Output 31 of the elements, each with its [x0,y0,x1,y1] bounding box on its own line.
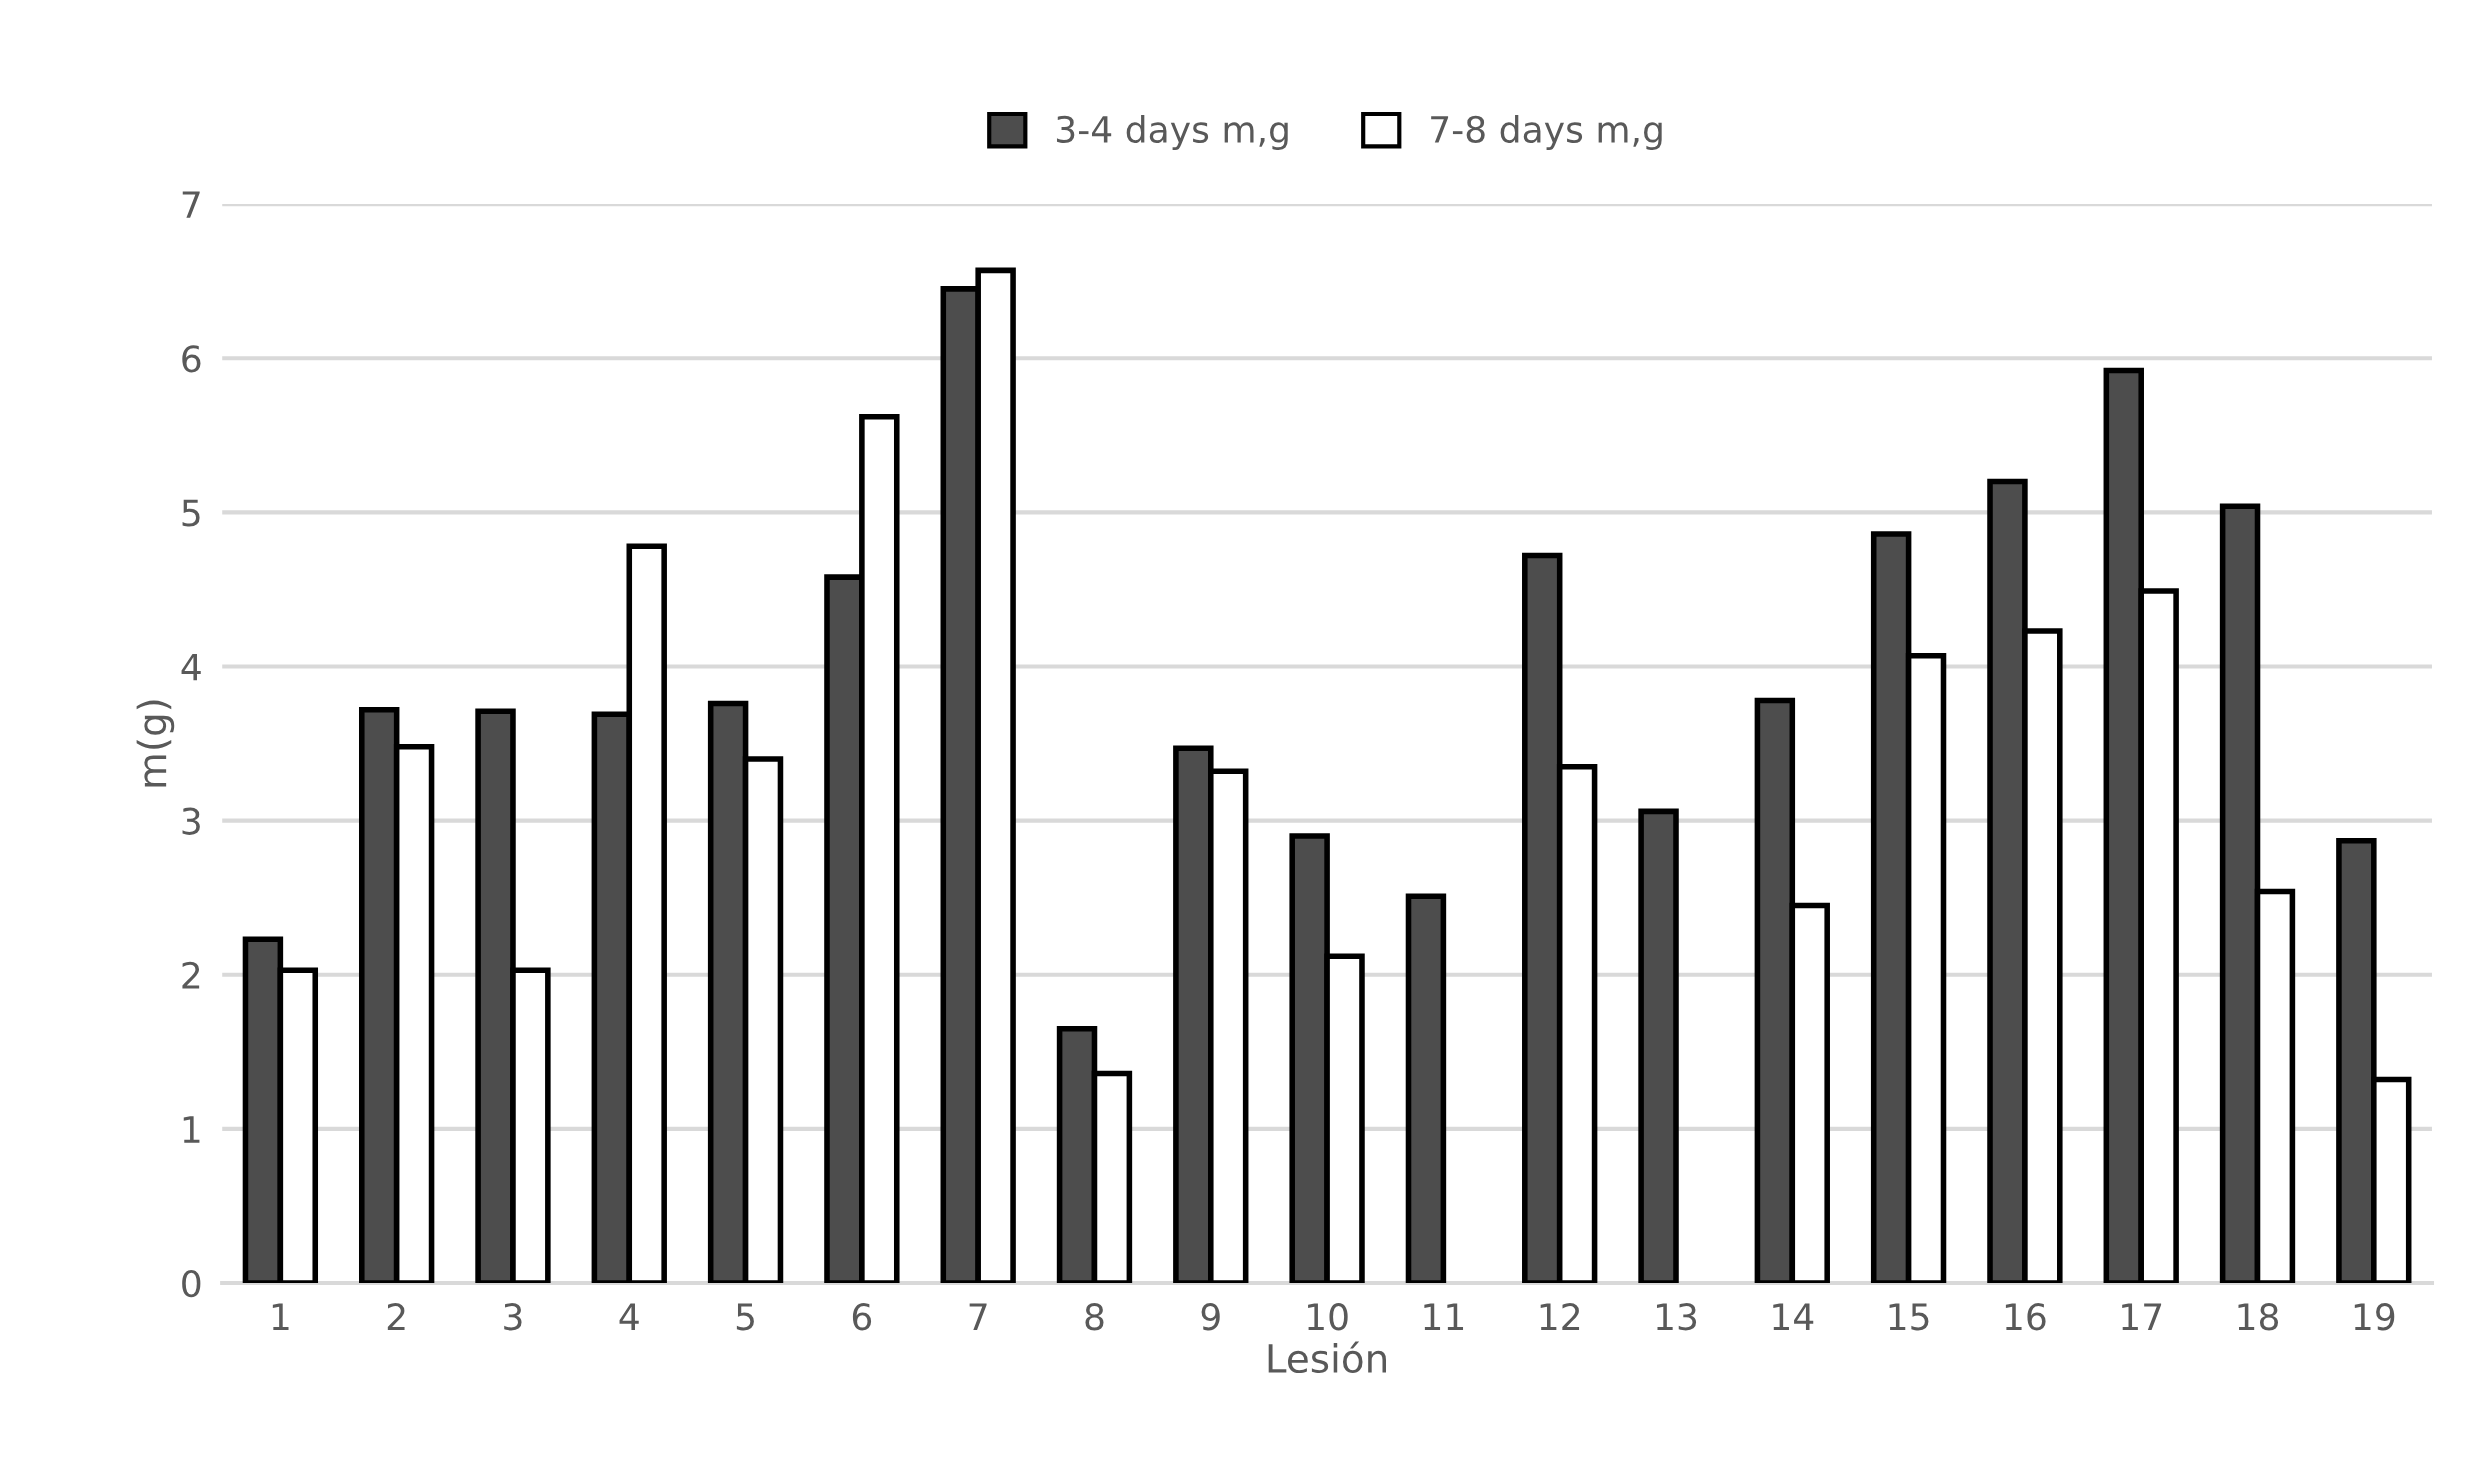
x-tick-label: 9 [1201,1303,1220,1331]
x-tick-label: 3 [504,1303,522,1331]
x-tick-label: 4 [619,1303,639,1330]
y-tick-label: 0 [182,1269,201,1298]
x-tick-label: 17 [2122,1303,2162,1330]
y-tick-label: 7 [182,191,200,218]
y-tick-label: 2 [182,961,200,989]
y-tick-label: 3 [182,807,200,835]
legend-label: 3-4 days m,g [1056,115,1288,151]
x-tick-label: 13 [1656,1303,1697,1331]
y-tick-label: 5 [182,499,200,527]
x-tick-label: 1 [272,1303,289,1330]
x-tick-label: 16 [2005,1303,2046,1331]
x-tick-label: 7 [969,1303,987,1330]
x-axis-title: Lesión [1268,1341,1386,1374]
x-tick-label: 6 [852,1303,872,1331]
y-tick-label: 4 [181,653,201,681]
x-tick-label: 10 [1308,1303,1348,1331]
x-tick-label: 12 [1540,1303,1580,1330]
x-tick-label: 15 [1889,1303,1929,1331]
legend-label: 7-8 days m,g [1431,115,1662,151]
x-tick-label: 5 [736,1303,754,1331]
x-tick-label: 2 [387,1303,405,1330]
x-tick-label: 11 [1424,1303,1464,1330]
y-tick-label: 6 [182,345,201,373]
x-tick-label: 19 [2354,1303,2395,1331]
y-tick-label: 1 [183,1116,200,1143]
x-tick-label: 14 [1773,1303,1814,1330]
x-tick-label: 18 [2238,1303,2279,1331]
y-axis-title: m(g) [136,700,175,787]
x-tick-label: 8 [1085,1303,1104,1331]
